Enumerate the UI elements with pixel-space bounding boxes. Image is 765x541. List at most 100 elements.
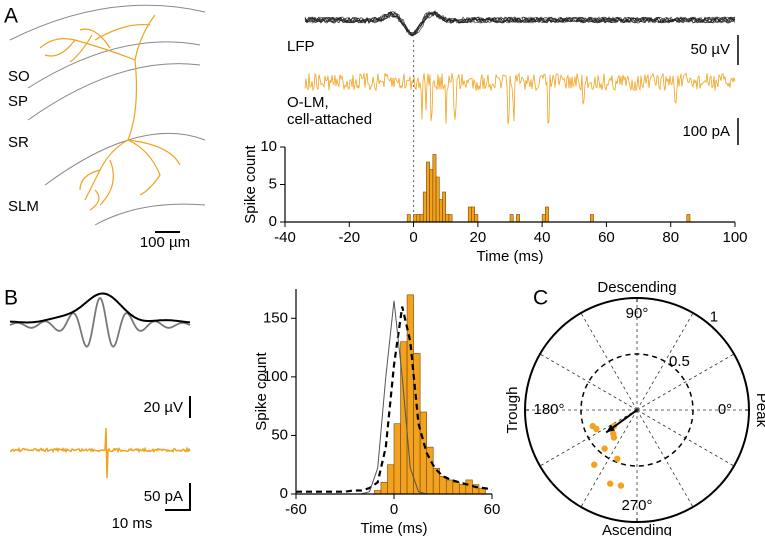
bar [435, 176, 440, 223]
bar [541, 214, 546, 223]
layer-label: SLM [8, 198, 39, 215]
y-tick-label: 0 [280, 485, 288, 502]
bar [509, 214, 514, 223]
y-tick-label: 0 [269, 213, 277, 230]
lfp-trace [304, 10, 736, 36]
spoke [539, 353, 638, 411]
arrow-head [606, 424, 615, 433]
phase-point [617, 482, 625, 489]
r-tick-label: 0.5 [669, 353, 690, 370]
bar [445, 479, 454, 495]
y-tick-label: 100 [263, 368, 288, 385]
x-tick-label: 100 [722, 229, 747, 246]
bar [413, 214, 418, 223]
panel-label: C [533, 287, 548, 310]
bar [406, 214, 411, 223]
bar [438, 199, 443, 223]
annotation: Peak [753, 393, 765, 428]
y-axis-label: Spike count [242, 144, 259, 223]
y-tick-label: 150 [263, 309, 288, 326]
phase-point [601, 445, 608, 452]
bar [380, 481, 388, 495]
x-axis-label: Time (ms) [361, 520, 428, 536]
lfp-envelope [10, 292, 191, 324]
scale-label: 50 µV [691, 41, 731, 58]
bar [445, 214, 450, 223]
annotation: Ascending [602, 522, 672, 536]
trace-label: cell-attached [287, 111, 372, 128]
bar [452, 481, 460, 495]
angle-tick-label: 180° [533, 401, 564, 418]
bar [448, 214, 453, 223]
scale-bar [165, 483, 191, 511]
trace-label: LFP [287, 38, 315, 55]
olm-trace [10, 427, 191, 479]
phase-point [589, 422, 596, 430]
x-tick-label: 0 [409, 229, 417, 246]
bar [471, 206, 475, 223]
x-axis-label: Time (ms) [477, 248, 544, 265]
r-tick-label: 1 [710, 309, 718, 326]
bar [426, 161, 430, 223]
bar [432, 154, 437, 223]
neuron [39, 14, 181, 211]
phase-point [610, 434, 618, 441]
annotation: Descending [597, 279, 676, 296]
bar [422, 191, 427, 223]
lfp-trace [304, 12, 736, 37]
layer-label: SR [8, 134, 29, 151]
bar [442, 191, 447, 223]
lfp-trace [304, 10, 736, 35]
lfp-trace [304, 9, 736, 37]
bar [459, 484, 467, 495]
layer-label: SO [8, 68, 30, 85]
bar [416, 214, 421, 223]
olm-trace [304, 71, 736, 125]
fit-curve [296, 306, 493, 493]
phase-point [591, 461, 598, 468]
bar [465, 479, 473, 495]
y-tick-label: 10 [260, 138, 277, 155]
lfp-trace [304, 12, 736, 37]
annotation: Trough [504, 387, 521, 434]
bar [387, 464, 395, 495]
scale-label: 50 pA [144, 488, 183, 505]
bar [545, 206, 549, 223]
spoke [636, 353, 735, 411]
bar [590, 214, 594, 223]
bar [516, 214, 520, 223]
x-tick-label: 40 [534, 229, 551, 246]
phase-point [606, 480, 614, 487]
radial-grid [580, 353, 694, 467]
bar [419, 214, 424, 223]
scale-label: 100 µm [140, 234, 190, 251]
traces [9, 9, 736, 479]
angle-tick-label: 90° [626, 305, 649, 322]
y-tick-label: 50 [271, 426, 288, 443]
panel-label: A [4, 5, 18, 28]
bar [467, 206, 472, 223]
phase-point [614, 455, 621, 463]
layer-label: SP [8, 93, 28, 110]
bar [393, 423, 401, 495]
y-tick-label: 5 [269, 175, 277, 192]
x-tick-label: 60 [598, 229, 615, 246]
lfp-trace [304, 11, 736, 36]
axes [284, 147, 735, 223]
bar [439, 476, 447, 495]
x-tick-label: -20 [338, 229, 360, 246]
bar [474, 214, 479, 223]
scale-label: 100 pA [682, 123, 730, 140]
trace-label: O-LM, [287, 94, 329, 111]
scale-label: 20 µV [144, 399, 184, 416]
panel-label: B [4, 287, 18, 310]
x-tick-label: -40 [274, 229, 296, 246]
filtered-lfp [9, 296, 191, 348]
x-tick-label: 20 [470, 229, 487, 246]
layer-boundaries [9, 4, 206, 226]
lfp-trace [304, 11, 736, 37]
x-tick-label: 80 [662, 229, 679, 246]
x-tick-label: 0 [390, 501, 398, 518]
x-tick-label: -60 [285, 501, 307, 518]
